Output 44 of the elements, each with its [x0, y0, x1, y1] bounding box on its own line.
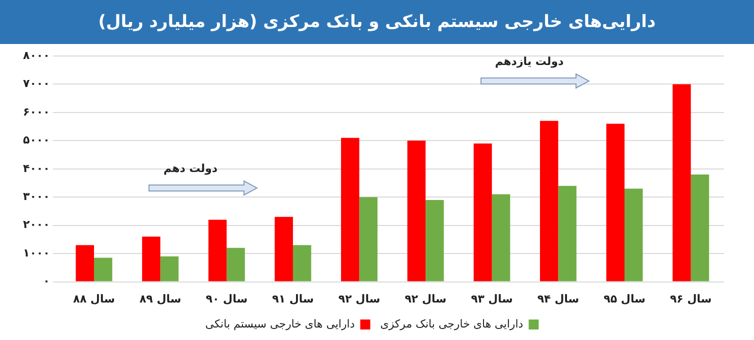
x-tick-label: سال ۹۰	[206, 292, 248, 306]
y-tick-label: ۷۰۰۰	[22, 77, 50, 90]
x-tick-label: سال ۹۶	[670, 292, 712, 306]
legend-label: دارایی های خارجی بانک مرکزی	[380, 317, 524, 330]
chart-title: دارایی‌های خارجی سیستم بانکی و بانک مرکزی (هزار میلیارد ریال)	[0, 0, 754, 44]
bar	[426, 200, 444, 282]
y-tick-label: ۰	[43, 274, 50, 288]
y-tick-label: ۶۰۰۰	[22, 105, 50, 118]
x-tick-label: سال ۹۵	[604, 292, 646, 306]
y-tick-label: ۵۰۰۰	[22, 134, 50, 147]
bar	[274, 216, 293, 282]
bar	[359, 197, 378, 282]
bar	[407, 140, 426, 282]
bar	[341, 138, 360, 282]
x-tick-label: سال ۸۹	[139, 292, 182, 306]
bar	[540, 120, 558, 282]
y-tick-label: ۱۰۰۰	[22, 246, 50, 260]
annotation: دولت دهم	[163, 162, 218, 176]
bar	[492, 194, 510, 282]
y-tick-label: ۸۰۰۰	[22, 48, 50, 62]
y-tick-label: ۲۰۰۰	[22, 218, 50, 232]
bar	[76, 245, 94, 282]
x-tick-label: سال ۹۲	[404, 292, 446, 306]
annotation: دولت یازدهم	[495, 54, 564, 68]
legend-label: دارایی های خارجی سیستم بانکی	[205, 317, 355, 330]
bar	[292, 245, 312, 282]
bar	[606, 124, 625, 282]
y-tick-label: ۳۰۰۰	[22, 190, 50, 203]
bar	[142, 236, 160, 282]
y-tick-label: ۴۰۰۰	[22, 162, 50, 175]
x-tick-label: سال ۹۴	[537, 292, 580, 306]
x-tick-label: سال ۹۳	[471, 292, 513, 306]
x-tick-label: سال ۹۱	[272, 292, 314, 306]
bar	[672, 84, 691, 282]
bar	[208, 220, 227, 282]
bar	[624, 188, 643, 282]
bar	[558, 186, 576, 282]
bar	[94, 258, 112, 282]
bar	[690, 174, 710, 282]
x-tick-label: سال ۸۸	[73, 292, 115, 306]
bar	[226, 248, 245, 282]
x-tick-label: سال ۹۲	[338, 292, 380, 306]
bar	[160, 256, 179, 282]
bar	[474, 144, 492, 282]
